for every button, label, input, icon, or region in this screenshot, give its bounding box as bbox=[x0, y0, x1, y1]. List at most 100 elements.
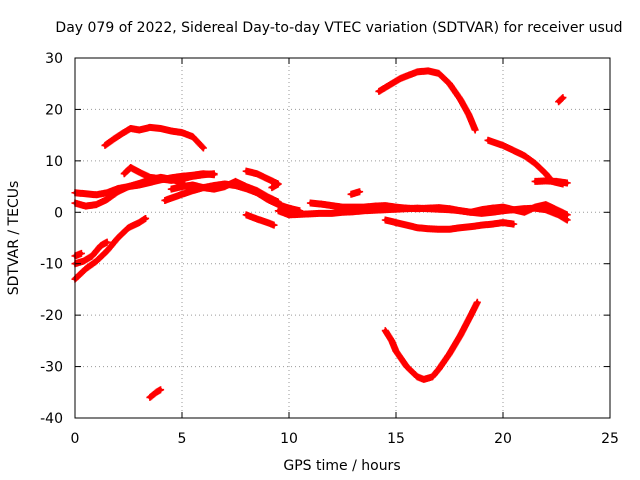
data-point bbox=[561, 95, 565, 100]
data-point bbox=[169, 187, 174, 191]
data-point bbox=[308, 212, 313, 216]
y-tick-label: -20 bbox=[40, 308, 63, 324]
data-point bbox=[158, 387, 163, 392]
x-tick-label: 25 bbox=[601, 431, 619, 447]
data-point bbox=[357, 189, 362, 194]
data-point bbox=[83, 204, 88, 208]
data-markers bbox=[375, 67, 479, 134]
plot-frame bbox=[74, 57, 611, 419]
series-arc-16 bbox=[381, 216, 518, 233]
data-point bbox=[111, 137, 116, 142]
data-point bbox=[473, 128, 477, 132]
data-point bbox=[458, 225, 463, 230]
data-markers bbox=[381, 298, 481, 383]
data-point bbox=[128, 165, 133, 170]
data-point bbox=[565, 213, 569, 217]
data-point bbox=[437, 205, 441, 210]
data-point bbox=[415, 206, 420, 211]
data-point bbox=[511, 222, 516, 226]
data-point bbox=[265, 195, 270, 199]
data-point bbox=[126, 184, 131, 189]
data-point bbox=[447, 206, 452, 211]
series-arc-20 bbox=[555, 94, 567, 106]
y-tick-label: -30 bbox=[40, 360, 63, 376]
data-point bbox=[394, 205, 398, 209]
data-point bbox=[190, 174, 195, 179]
data-point bbox=[554, 179, 559, 184]
data-point bbox=[544, 171, 548, 176]
data-point bbox=[148, 175, 152, 180]
data-point bbox=[148, 395, 152, 400]
data-point bbox=[383, 203, 388, 208]
data-point bbox=[415, 225, 420, 230]
y-tick-label: 30 bbox=[45, 51, 63, 67]
data-point bbox=[137, 181, 141, 186]
data-point bbox=[158, 177, 163, 181]
data-point bbox=[180, 177, 184, 181]
data-point bbox=[501, 143, 505, 148]
data-point bbox=[447, 227, 452, 232]
x-tick-label: 15 bbox=[387, 431, 405, 447]
data-point bbox=[544, 179, 548, 183]
data-point bbox=[389, 81, 394, 86]
data-point bbox=[372, 204, 377, 208]
data-point bbox=[212, 171, 216, 176]
data-point bbox=[544, 202, 548, 207]
data-point bbox=[83, 191, 88, 196]
series-arc-05 bbox=[71, 214, 150, 283]
data-point bbox=[330, 211, 334, 216]
data-point bbox=[137, 128, 141, 132]
data-point bbox=[270, 185, 274, 190]
data-point bbox=[490, 206, 495, 210]
data-point bbox=[128, 126, 133, 131]
data-point bbox=[244, 169, 248, 173]
data-point bbox=[255, 188, 259, 193]
data-point bbox=[398, 76, 403, 81]
data-point bbox=[154, 390, 159, 395]
data-point bbox=[83, 267, 88, 271]
data-point bbox=[522, 153, 527, 158]
data-point bbox=[394, 349, 398, 353]
data-point bbox=[116, 189, 120, 194]
data-markers bbox=[531, 177, 571, 187]
data-point bbox=[190, 134, 195, 139]
data-point bbox=[501, 220, 505, 225]
series-arc-15 bbox=[375, 67, 479, 134]
data-point bbox=[469, 224, 473, 229]
data-point bbox=[479, 207, 484, 212]
data-point bbox=[426, 226, 430, 231]
data-point bbox=[201, 172, 206, 177]
series-arc-17 bbox=[381, 298, 481, 383]
data-point bbox=[426, 69, 430, 73]
data-point bbox=[180, 184, 184, 189]
data-point bbox=[565, 181, 569, 185]
data-point bbox=[308, 201, 313, 205]
data-point bbox=[533, 205, 537, 209]
data-point bbox=[437, 367, 441, 371]
x-tick-label: 10 bbox=[280, 431, 298, 447]
data-point bbox=[94, 202, 99, 207]
data-point bbox=[120, 131, 124, 136]
data-point bbox=[351, 209, 356, 214]
series-arc-03 bbox=[101, 123, 207, 152]
data-point bbox=[469, 313, 473, 317]
data-point bbox=[394, 220, 398, 225]
data-point bbox=[404, 223, 409, 227]
data-point bbox=[383, 218, 388, 222]
data-point bbox=[105, 197, 109, 202]
data-point bbox=[105, 190, 109, 195]
data-point bbox=[511, 148, 516, 153]
series-arc-10 bbox=[242, 167, 282, 192]
data-point bbox=[190, 183, 195, 187]
series-arc-09 bbox=[167, 177, 282, 206]
data-point bbox=[422, 377, 426, 382]
data-markers bbox=[101, 123, 207, 152]
data-point bbox=[244, 213, 248, 217]
series-arc-13 bbox=[306, 199, 571, 219]
y-axis-label: SDTVAR / TECUs bbox=[6, 181, 22, 296]
data-point bbox=[319, 211, 323, 216]
series-arc-14 bbox=[347, 188, 364, 198]
x-axis-label: GPS time / hours bbox=[283, 458, 400, 474]
data-point bbox=[437, 71, 441, 76]
data-point bbox=[201, 146, 206, 150]
